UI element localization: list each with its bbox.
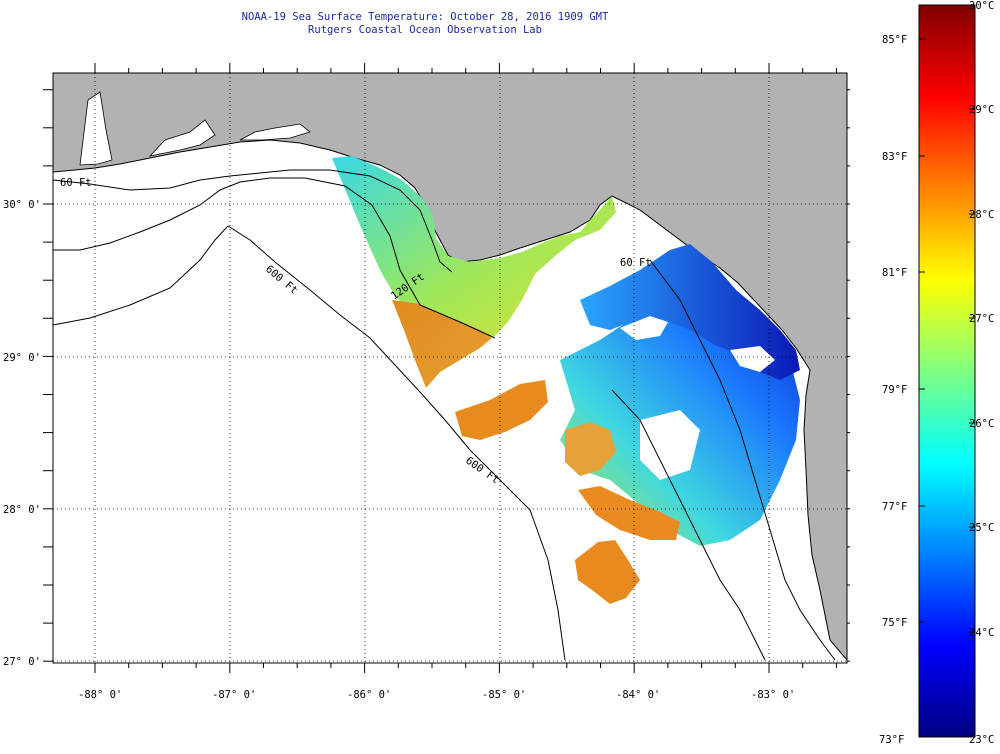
celsius-label: 30°C xyxy=(969,0,994,12)
lon-label: -84° 0' xyxy=(616,689,660,701)
isobath-120ft xyxy=(53,177,496,339)
celsius-label: 27°C xyxy=(969,313,994,325)
lat-label: 27° 0' xyxy=(3,656,41,668)
celsius-label: 29°C xyxy=(969,104,994,116)
sst-map: 60 Ft 120 Ft 600 Ft 600 Ft 60 Ft -88° 0'… xyxy=(3,63,850,701)
lon-label: -85° 0' xyxy=(482,689,526,701)
sst-warm-west xyxy=(392,300,492,388)
map-frame xyxy=(52,72,848,664)
land-mass xyxy=(53,73,847,661)
celsius-label: 24°C xyxy=(969,627,994,639)
lat-label: 29° 0' xyxy=(3,352,41,364)
sst-cold-nearshore xyxy=(580,244,800,380)
cloud-patch xyxy=(640,410,700,480)
map-subtitle: Rutgers Coastal Ocean Observation Lab xyxy=(308,24,542,36)
graticule xyxy=(53,73,847,663)
axis-ticks xyxy=(43,63,850,673)
bay-st-andrew xyxy=(239,123,311,141)
lon-label: -83° 0' xyxy=(751,689,795,701)
sst-warm-patch xyxy=(565,422,616,476)
sst-warm-patch xyxy=(578,486,680,540)
fahrenheit-label: 85°F xyxy=(882,34,907,46)
lon-label: -87° 0' xyxy=(212,689,256,701)
sst-warm-patch xyxy=(575,540,640,604)
color-scale: 85°F 83°F 81°F 79°F 77°F 75°F 73°F 30°C … xyxy=(879,0,994,746)
lon-label: -88° 0' xyxy=(78,689,122,701)
fahrenheit-label: 77°F xyxy=(882,501,907,513)
fahrenheit-label: 79°F xyxy=(882,384,907,396)
bay-pensacola xyxy=(79,91,113,166)
isobath-60ft-east xyxy=(649,259,836,661)
isobath-label: 60 Ft xyxy=(60,177,92,189)
lat-label: 28° 0' xyxy=(3,504,41,516)
celsius-label: 23°C xyxy=(969,734,994,746)
map-title: NOAA-19 Sea Surface Temperature: October… xyxy=(241,11,609,23)
isobath-label: 60 Ft xyxy=(620,257,652,269)
cloud-patch xyxy=(730,346,775,372)
colorbar-fill xyxy=(918,4,976,738)
fahrenheit-label: 83°F xyxy=(882,151,907,163)
bay-choctawhatchee xyxy=(148,119,216,157)
isobath-600ft-east xyxy=(611,389,766,661)
lat-label: 30° 0' xyxy=(3,199,41,211)
celsius-label: 25°C xyxy=(969,522,994,534)
sst-warm-patch xyxy=(455,380,548,440)
cloud-patch xyxy=(620,316,668,340)
fahrenheit-label: 73°F xyxy=(879,734,904,746)
celsius-label: 26°C xyxy=(969,418,994,430)
celsius-label: 28°C xyxy=(969,209,994,221)
lon-label: -86° 0' xyxy=(347,689,391,701)
fahrenheit-label: 75°F xyxy=(882,617,907,629)
sst-swath-apalachee xyxy=(332,156,616,342)
fahrenheit-label: 81°F xyxy=(882,267,907,279)
colorbar-ticks xyxy=(919,38,975,633)
isobath-600ft xyxy=(53,225,566,661)
isobath-60ft xyxy=(53,169,453,273)
